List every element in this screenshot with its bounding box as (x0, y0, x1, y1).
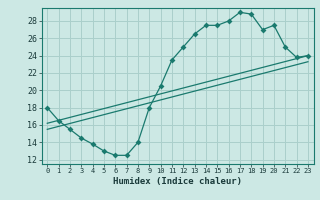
X-axis label: Humidex (Indice chaleur): Humidex (Indice chaleur) (113, 177, 242, 186)
